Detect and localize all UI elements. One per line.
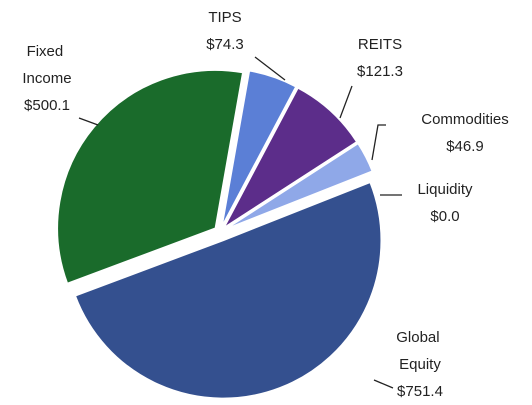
slice-label: TIPS [208, 9, 241, 26]
slice-label: Commodities [421, 111, 509, 128]
leader-line [78, 117, 99, 126]
value-label: $74.3 [206, 36, 244, 53]
value-label: $0.0 [430, 208, 459, 225]
pie-slice [74, 181, 382, 400]
value-label: $500.1 [24, 97, 70, 114]
leader-line [339, 85, 353, 119]
slice-label: Fixed Income [22, 43, 71, 87]
leader-line [254, 56, 286, 81]
pie-slice [224, 142, 374, 230]
value-label: $121.3 [357, 63, 403, 80]
leader-line [371, 124, 386, 161]
slice-label: Liquidity [417, 181, 473, 198]
pie-slice [221, 69, 297, 227]
pie-slice [222, 86, 358, 230]
pie-slice [56, 69, 244, 285]
leader-line [373, 379, 394, 389]
slice-label: REITS [358, 36, 402, 53]
value-label: $46.9 [446, 138, 484, 155]
slice-label: Global Equity [396, 329, 444, 373]
value-label: $751.4 [397, 383, 443, 400]
